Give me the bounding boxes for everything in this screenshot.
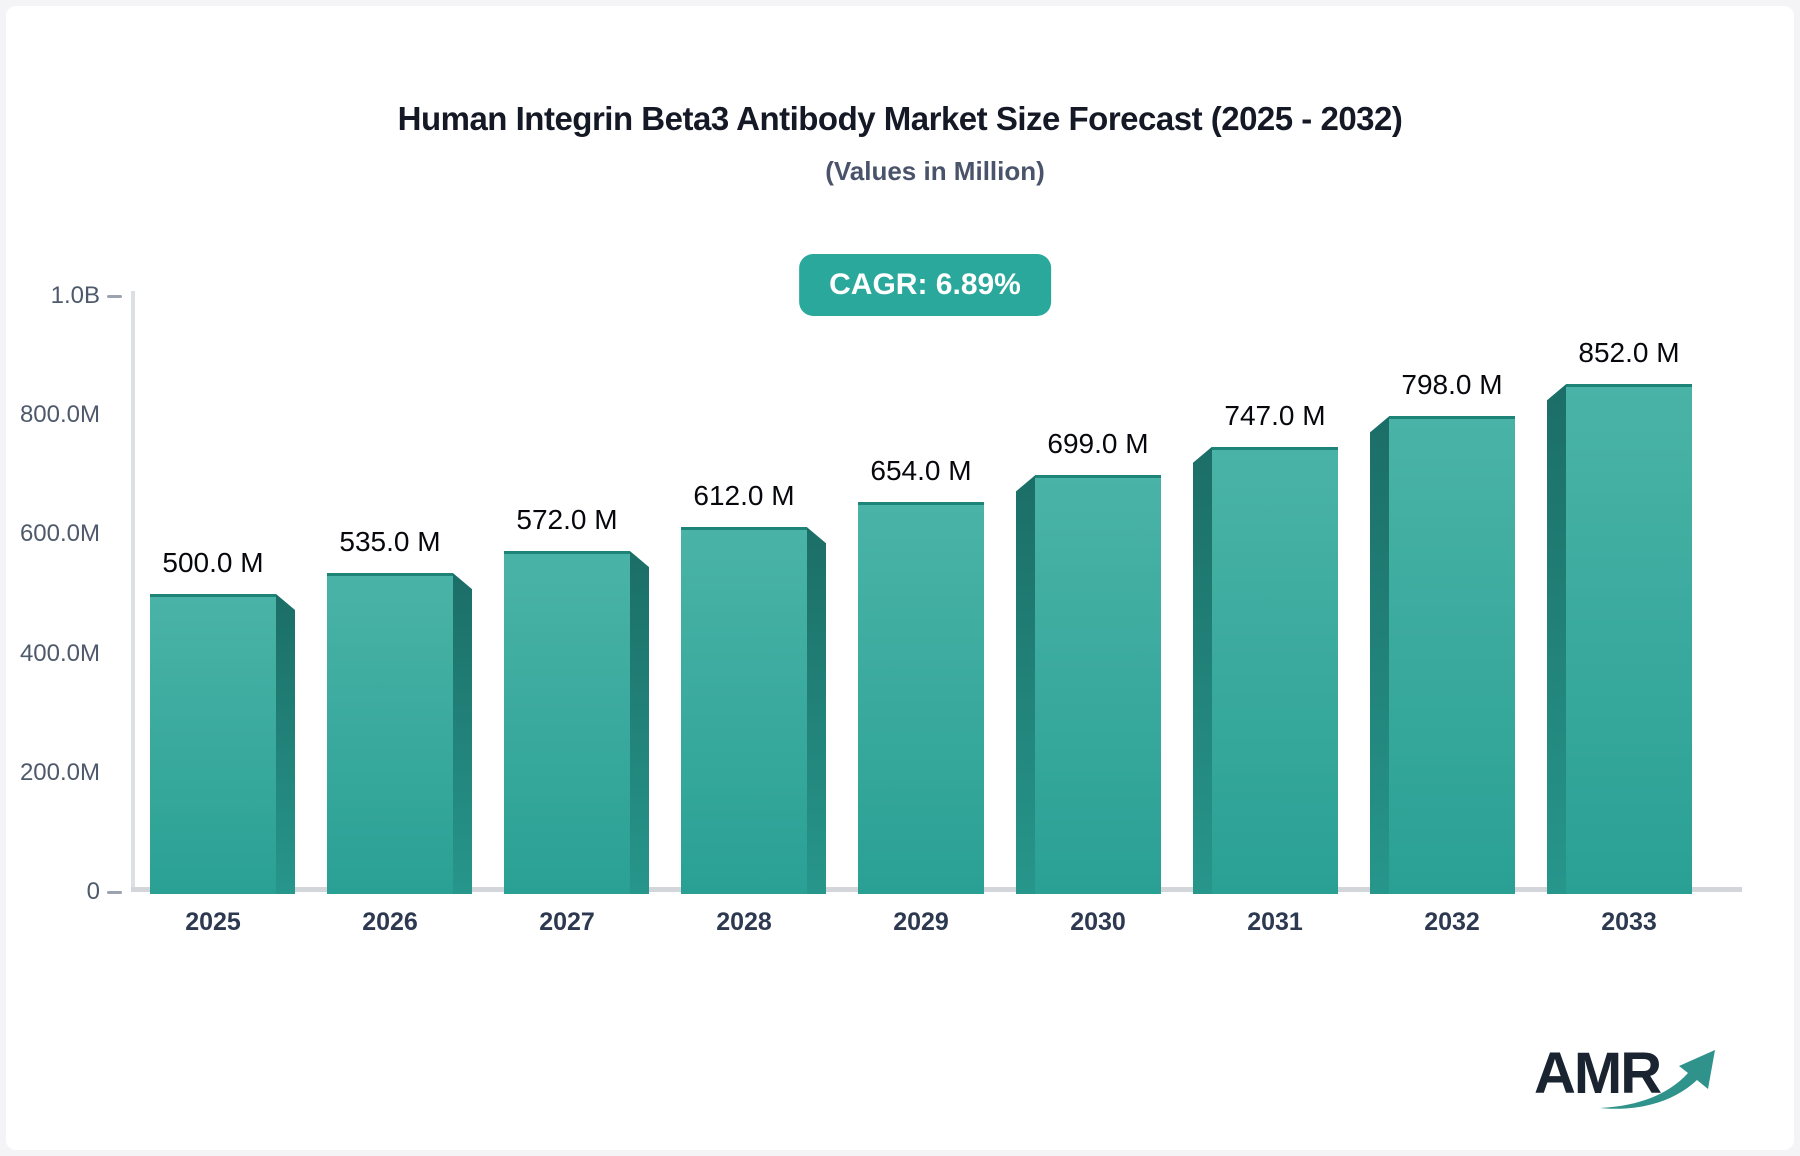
bar-value-label: 654.0 M [870,455,972,487]
bar-side-face [276,594,295,894]
bar-value-label: 747.0 M [1224,399,1326,431]
bar-2033 [1566,384,1692,894]
x-axis-label-2027: 2027 [539,908,595,936]
x-axis-label-2025: 2025 [185,908,241,936]
x-axis-label-2028: 2028 [716,908,772,936]
bar-2025 [150,594,276,894]
y-tick-label: 400.0M [19,639,100,667]
chart-card: Human Integrin Beta3 Antibody Market Siz… [6,6,1794,1150]
y-tick-label: 600.0M [19,520,100,548]
y-tick-mark [107,295,122,298]
x-axis-label-2026: 2026 [362,908,418,936]
x-axis-label-2030: 2030 [1070,908,1126,936]
bar-side-face [453,573,472,894]
bar-value-label: 572.0 M [516,504,618,536]
y-axis-line [131,291,135,892]
bar-side-face [1547,384,1566,894]
bar-2027 [504,551,630,894]
bar-side-face [1016,475,1035,894]
cagr-badge: CAGR: 6.89% [799,254,1051,316]
bar-2028 [681,527,807,894]
chart-title: Human Integrin Beta3 Antibody Market Siz… [397,100,1403,137]
bar-value-label: 612.0 M [693,480,795,512]
y-tick-label: 0 [86,878,100,905]
x-axis-label-2033: 2033 [1601,908,1657,936]
bar-side-face [1370,416,1389,894]
x-axis-label-2029: 2029 [893,908,949,936]
bar-2031 [1212,446,1338,894]
amr-logo-text: AMR [1534,1041,1662,1106]
y-tick-mark [107,891,122,894]
y-tick-label: 200.0M [19,758,100,786]
bar-side-face [807,527,826,894]
bar-side-face [630,551,649,894]
chart-subtitle: (Values in Million) [825,156,1045,186]
bar-value-label: 852.0 M [1578,337,1680,369]
y-tick-label: 1.0B [50,282,100,309]
bar-value-label: 699.0 M [1047,428,1149,460]
bar-2032 [1389,416,1515,894]
x-axis-label-2032: 2032 [1424,908,1480,936]
bar-2030 [1035,475,1161,894]
growth-arrow-icon [1600,1050,1715,1109]
y-tick-label: 800.0M [19,401,100,429]
bar-side-face [1193,446,1212,894]
x-axis-label-2031: 2031 [1247,908,1303,936]
bar-value-label: 500.0 M [162,547,264,578]
bar-2026 [327,573,453,894]
amr-logo: AMR [1534,1036,1734,1120]
bar-2029 [858,502,984,894]
bar-value-label: 535.0 M [339,526,441,558]
bar-value-label: 798.0 M [1401,369,1503,401]
